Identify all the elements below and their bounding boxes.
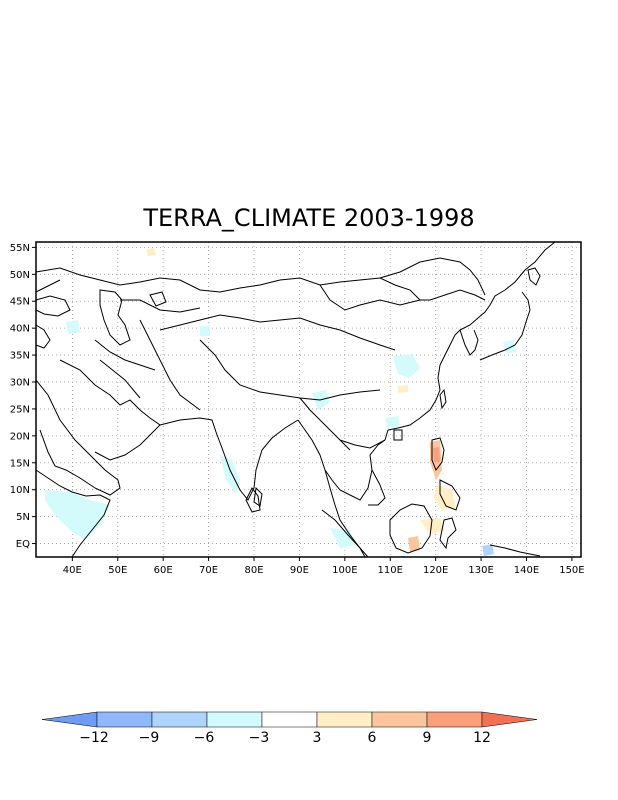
positive-anomaly-patch xyxy=(420,518,445,535)
lat-label: 50N xyxy=(10,270,30,281)
colorbar-label: −12 xyxy=(79,730,109,746)
colorbar-swatch xyxy=(151,711,208,728)
lon-label: 130E xyxy=(468,565,493,576)
positive-anomaly-patch xyxy=(408,536,420,552)
colorbar-swatch xyxy=(96,711,153,728)
colorbar-label: −9 xyxy=(139,730,160,746)
lat-label: 45N xyxy=(10,297,30,308)
lat-label: 5N xyxy=(16,512,30,523)
colorbar-label: 3 xyxy=(313,730,322,746)
lat-label: 15N xyxy=(10,458,30,469)
lat-label: 30N xyxy=(10,378,30,389)
colorbar-label: 9 xyxy=(423,730,432,746)
grid-lines xyxy=(36,242,581,557)
colorbar: −12 −9 −6 −3 3 6 9 12 xyxy=(41,711,538,746)
negative-anomaly-patch xyxy=(393,354,420,378)
lat-label: 40N xyxy=(10,324,30,335)
lat-label: 35N xyxy=(10,351,30,362)
map-axes: 40E 50E 60E 70E 80E 90E 100E 110E 120E 130E 140E 15… xyxy=(10,243,585,576)
lat-label: 20N xyxy=(10,431,30,442)
map-title: TERRA_CLIMATE 2003-1998 xyxy=(143,204,475,232)
colorbar-label: −3 xyxy=(249,730,270,746)
negative-anomaly-patch xyxy=(220,455,240,495)
colorbar-swatch xyxy=(426,711,483,728)
colorbar-swatch xyxy=(261,711,318,728)
lon-label: 50E xyxy=(108,565,127,576)
negative-anomaly-patch xyxy=(330,528,356,548)
lon-label: 70E xyxy=(199,565,218,576)
lat-label: 55N xyxy=(10,243,30,254)
positive-anomaly-patch xyxy=(433,447,440,462)
map-border xyxy=(35,241,582,558)
colorbar-max-arrow xyxy=(481,711,538,728)
coastlines xyxy=(35,241,556,558)
lon-label: 40E xyxy=(63,565,82,576)
lon-label: 100E xyxy=(332,565,357,576)
colorbar-swatch xyxy=(206,711,263,728)
lat-label: 25N xyxy=(10,404,30,415)
lon-label: 80E xyxy=(244,565,263,576)
lon-label: 140E xyxy=(514,565,539,576)
positive-anomaly-patch xyxy=(398,385,408,393)
lon-label: 150E xyxy=(559,565,584,576)
lon-label: 120E xyxy=(423,565,448,576)
negative-anomaly-patch xyxy=(503,340,516,354)
negative-anomaly-patch xyxy=(385,416,400,428)
negative-anomaly-patch xyxy=(200,326,210,336)
colorbar-label: 12 xyxy=(473,730,491,746)
lon-label: 60E xyxy=(154,565,173,576)
negative-anomaly-patch xyxy=(66,320,80,334)
lon-label: 90E xyxy=(290,565,309,576)
colorbar-label: −6 xyxy=(194,730,215,746)
colorbar-swatch xyxy=(316,711,373,728)
colorbar-label: 6 xyxy=(368,730,377,746)
lon-label: 110E xyxy=(378,565,403,576)
map-frame xyxy=(36,242,581,557)
colorbar-min-arrow xyxy=(41,711,98,728)
negative-anomaly-patch xyxy=(482,544,494,556)
lat-label: 10N xyxy=(10,485,30,496)
colorbar-swatch xyxy=(371,711,428,728)
lat-label: EQ xyxy=(16,539,30,550)
positive-anomaly-patch xyxy=(146,248,156,256)
